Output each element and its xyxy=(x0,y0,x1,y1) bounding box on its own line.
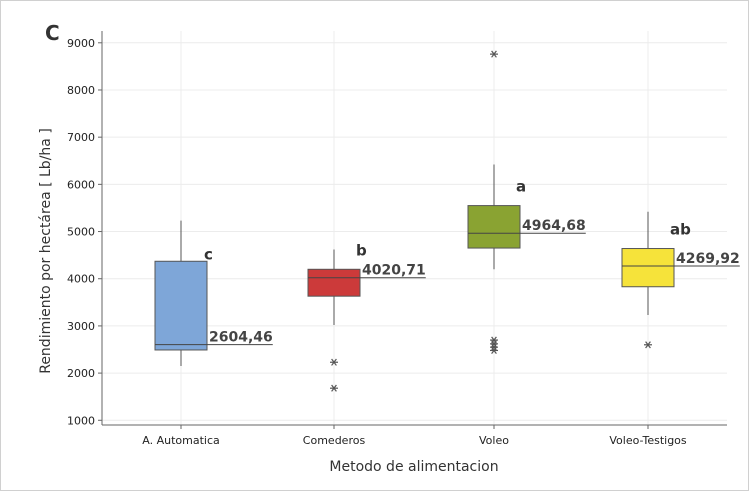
y-tick-label: 9000 xyxy=(67,37,95,50)
boxes: 2604,46 c 4020,71 b 4964,68 a 4269,92 ab xyxy=(154,50,740,392)
outlier-stroke xyxy=(331,384,337,392)
box-a-automatica: 2604,46 c xyxy=(154,220,273,367)
outlier-stroke xyxy=(491,50,497,58)
median-label: 4269,92 xyxy=(676,251,740,267)
y-tick-label: 8000 xyxy=(67,84,95,97)
x-tick-label: Voleo-Testigos xyxy=(609,434,687,447)
panel-label: C xyxy=(45,21,60,45)
outlier-point xyxy=(644,341,652,349)
outlier-point xyxy=(330,384,338,392)
grid xyxy=(102,31,727,425)
iqr-box xyxy=(307,268,361,297)
x-tick-label: A. Automatica xyxy=(142,434,219,447)
y-tick-label: 4000 xyxy=(67,273,95,286)
x-axis-ticks: A. Automatica Comederos Voleo Voleo-Testigo… xyxy=(142,425,687,447)
x-axis-title: Metodo de alimentacion xyxy=(329,459,498,475)
group-letter: ab xyxy=(670,221,691,239)
y-tick-label: 5000 xyxy=(67,226,95,239)
y-axis-title: Rendimiento por hectárea [ Lb/ha ] xyxy=(38,128,54,374)
x-tick-label: Comederos xyxy=(303,434,366,447)
y-tick-label: 2000 xyxy=(67,367,95,380)
group-letter: b xyxy=(356,241,367,259)
y-tick-label: 6000 xyxy=(67,178,95,191)
x-tick-label: Voleo xyxy=(479,434,509,447)
y-tick-label: 1000 xyxy=(67,414,95,427)
median-label: 2604,46 xyxy=(209,330,273,346)
group-letter: a xyxy=(516,178,526,196)
box-voleo-testigos: 4269,92 ab xyxy=(621,211,740,349)
group-letter: c xyxy=(204,245,213,263)
y-axis-ticks: 1000 2000 3000 4000 5000 6000 7000 8000 9000 xyxy=(67,37,102,427)
median-label: 4020,71 xyxy=(362,263,426,279)
box-comederos: 4020,71 b xyxy=(307,241,426,392)
outlier-stroke xyxy=(645,341,651,349)
iqr-box xyxy=(621,248,675,288)
y-tick-label: 7000 xyxy=(67,131,95,144)
outlier-point xyxy=(490,346,498,355)
y-tick-label: 3000 xyxy=(67,320,95,333)
box-voleo: 4964,68 a xyxy=(467,50,586,355)
iqr-box xyxy=(467,205,521,249)
outlier-point xyxy=(490,50,498,58)
median-label: 4964,68 xyxy=(522,218,586,234)
outlier-point xyxy=(330,358,338,366)
outlier-stroke xyxy=(491,346,497,355)
iqr-box xyxy=(154,260,208,351)
outlier-stroke xyxy=(331,358,337,366)
